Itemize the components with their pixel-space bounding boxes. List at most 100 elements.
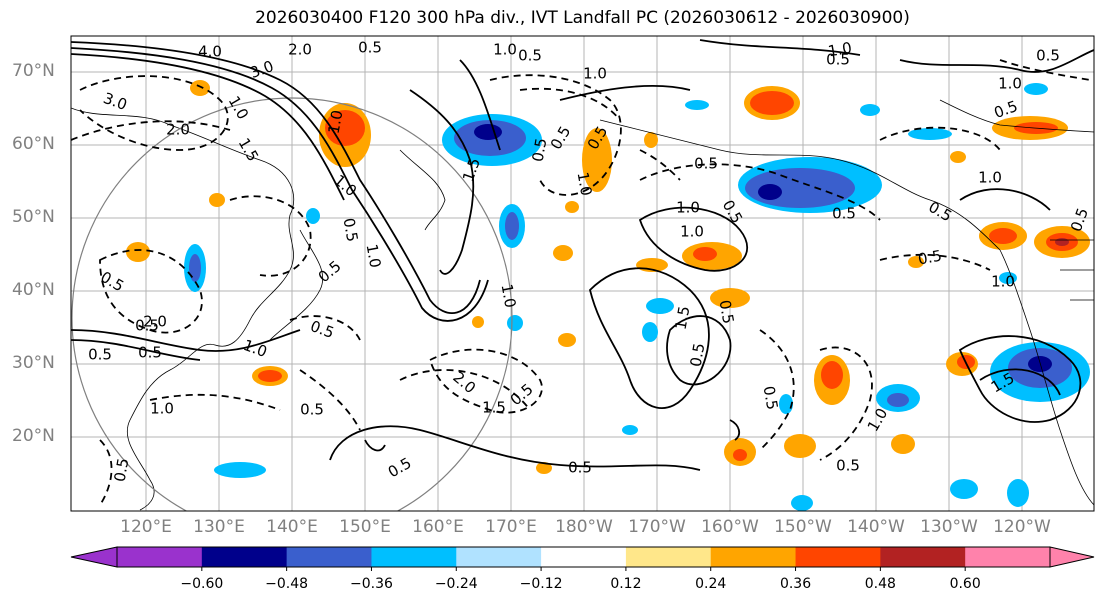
colorbar-segment bbox=[117, 547, 203, 567]
negative-anomaly bbox=[908, 128, 952, 140]
colorbar-segment bbox=[201, 547, 288, 567]
contour-line bbox=[699, 39, 861, 56]
canada-border bbox=[939, 99, 1094, 133]
contour-label: 0.5 bbox=[826, 51, 850, 69]
negative-anomaly bbox=[758, 184, 782, 200]
contour-line bbox=[489, 74, 622, 196]
contour-line bbox=[459, 59, 501, 151]
longitude-label: 160°E bbox=[412, 517, 464, 537]
dashed-contours bbox=[71, 59, 1091, 506]
colorbar-tick-label: 0.36 bbox=[779, 576, 812, 592]
latitude-label: 70°N bbox=[12, 61, 55, 81]
map-background bbox=[71, 36, 1094, 511]
contour-label: 4.0 bbox=[198, 43, 222, 61]
contour-line bbox=[71, 53, 345, 201]
longitude-label: 160°W bbox=[701, 517, 759, 537]
positive-anomaly bbox=[950, 151, 966, 163]
contour-label: 0.5 bbox=[1036, 47, 1060, 65]
positive-anomaly bbox=[553, 245, 573, 261]
contour-line bbox=[729, 419, 741, 441]
colorbar-tick-label: −0.36 bbox=[350, 576, 393, 592]
contour-label: 0.5 bbox=[340, 217, 362, 244]
negative-anomaly bbox=[685, 100, 709, 110]
contour-line bbox=[519, 87, 621, 121]
contour-line bbox=[149, 393, 281, 411]
colorbar-tick-label: 0.60 bbox=[949, 576, 981, 592]
latitude-label: 30°N bbox=[12, 353, 55, 373]
divergence-shading bbox=[126, 80, 1090, 511]
contour-label: 1.0 bbox=[827, 39, 854, 61]
positive-anomaly bbox=[821, 361, 843, 389]
positive-anomaly bbox=[710, 288, 750, 308]
negative-anomaly bbox=[474, 124, 502, 140]
contour-label: 0.5 bbox=[518, 47, 542, 65]
contour-label: 0.5 bbox=[88, 346, 112, 364]
negative-anomaly bbox=[646, 298, 674, 314]
contour-label: 1.0 bbox=[363, 243, 385, 270]
contour-label: 1.0 bbox=[574, 171, 596, 198]
contour-line bbox=[639, 163, 881, 221]
contour-line bbox=[71, 329, 301, 352]
alaska-coastline bbox=[599, 119, 1001, 251]
longitude-label: 130°W bbox=[920, 517, 978, 537]
positive-anomaly bbox=[1055, 238, 1069, 246]
latitude-label: 40°N bbox=[12, 280, 55, 300]
contour-label: 0.5 bbox=[358, 39, 382, 57]
positive-anomaly bbox=[750, 91, 794, 115]
contour-label: 2.0 bbox=[288, 41, 312, 59]
colorbar-segment bbox=[965, 547, 1051, 567]
negative-anomaly bbox=[950, 479, 978, 499]
state-border bbox=[1050, 239, 1094, 301]
negative-anomaly bbox=[791, 495, 813, 511]
colorbar-segment bbox=[541, 547, 627, 567]
positive-anomaly bbox=[209, 193, 225, 207]
contour-line bbox=[899, 49, 1094, 73]
contour-label: 0.5 bbox=[836, 457, 860, 475]
colorbar-extend-max bbox=[1049, 546, 1095, 568]
contour-label: 1.0 bbox=[325, 109, 347, 136]
colorbar-tick-label: 0.24 bbox=[695, 576, 727, 592]
colorbar-segment bbox=[371, 547, 457, 567]
negative-anomaly bbox=[189, 254, 201, 282]
positive-anomaly bbox=[325, 110, 365, 146]
contour-line bbox=[559, 85, 691, 101]
contour-label: 0.5 bbox=[832, 205, 856, 223]
contour-label: 1.0 bbox=[493, 41, 517, 59]
latitude-label: 20°N bbox=[12, 426, 55, 446]
contour-line bbox=[71, 41, 481, 315]
contour-label: 1.0 bbox=[998, 75, 1022, 93]
contour-line bbox=[879, 126, 1001, 151]
contour-label: 0.5 bbox=[760, 385, 782, 412]
colorbar bbox=[70, 546, 1095, 571]
colorbar-segment bbox=[625, 547, 712, 567]
contour-label: 0.5 bbox=[568, 459, 592, 477]
gridlines bbox=[71, 36, 1094, 511]
positive-anomaly bbox=[190, 80, 210, 96]
contour-label: 1.0 bbox=[991, 273, 1015, 291]
positive-anomaly bbox=[536, 462, 552, 474]
contour-label: 1.0 bbox=[583, 65, 607, 83]
negative-anomaly bbox=[507, 315, 523, 331]
positive-anomaly bbox=[733, 449, 747, 461]
positive-anomaly bbox=[126, 242, 150, 262]
colorbar-tick-label: −0.60 bbox=[180, 576, 224, 592]
contour-line bbox=[428, 348, 543, 414]
map-frame bbox=[70, 35, 1095, 512]
contour-line bbox=[639, 149, 681, 181]
north-america-coastline bbox=[999, 249, 1094, 506]
asia-coastline bbox=[71, 107, 295, 511]
longitude-label: 180°W bbox=[555, 517, 613, 537]
contour-label: 0.5 bbox=[300, 401, 324, 419]
contour-line bbox=[289, 315, 361, 341]
colorbar-segment bbox=[286, 547, 372, 567]
colorbar-segment bbox=[456, 547, 542, 567]
contour-line bbox=[99, 439, 113, 506]
contour-label: 0.5 bbox=[917, 247, 944, 269]
contour-line bbox=[666, 315, 732, 386]
contour-line bbox=[979, 368, 1061, 396]
colorbar-segment bbox=[710, 547, 797, 567]
positive-anomaly bbox=[565, 201, 579, 213]
contour-label: 2.0 bbox=[166, 121, 190, 139]
negative-anomaly bbox=[1007, 479, 1029, 507]
